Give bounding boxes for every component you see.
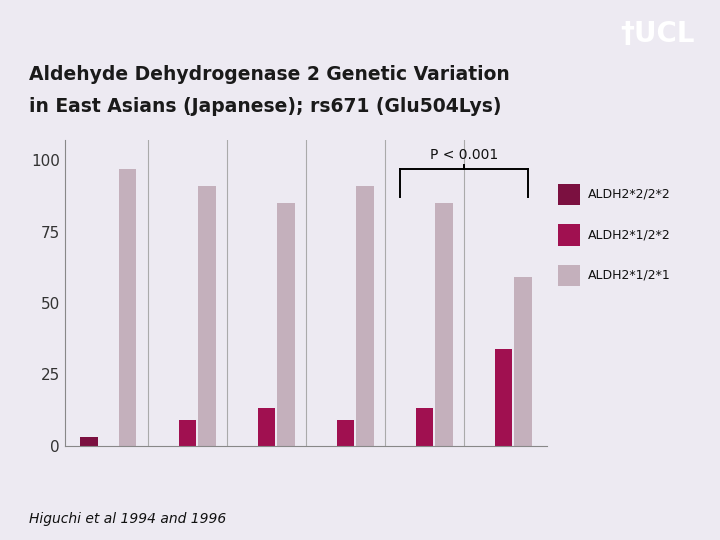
Text: ALDH2*1/2*2: ALDH2*1/2*2 [588, 228, 671, 241]
Bar [495, 348, 513, 446]
Text: Aldehyde Dehydrogenase 2 Genetic Variation: Aldehyde Dehydrogenase 2 Genetic Variati… [29, 65, 510, 84]
Text: †UCL: †UCL [621, 20, 695, 48]
Text: ALDH2*2/2*2: ALDH2*2/2*2 [588, 188, 671, 201]
Text: P < 0.001: P < 0.001 [430, 148, 498, 162]
Text: Higuchi et al 1994 and 1996: Higuchi et al 1994 and 1996 [29, 512, 226, 526]
Bar [337, 420, 354, 446]
Bar [416, 408, 433, 446]
Bar [179, 420, 196, 446]
Bar [436, 203, 453, 446]
Bar [80, 437, 97, 445]
Bar [258, 408, 275, 446]
Bar [515, 277, 532, 445]
Bar [277, 203, 294, 446]
Text: in East Asians (Japanese); rs671 (Glu504Lys): in East Asians (Japanese); rs671 (Glu504… [29, 97, 501, 116]
Bar [198, 186, 215, 446]
Text: ALDH2*1/2*1: ALDH2*1/2*1 [588, 269, 671, 282]
Bar [119, 169, 137, 446]
Bar [356, 186, 374, 446]
